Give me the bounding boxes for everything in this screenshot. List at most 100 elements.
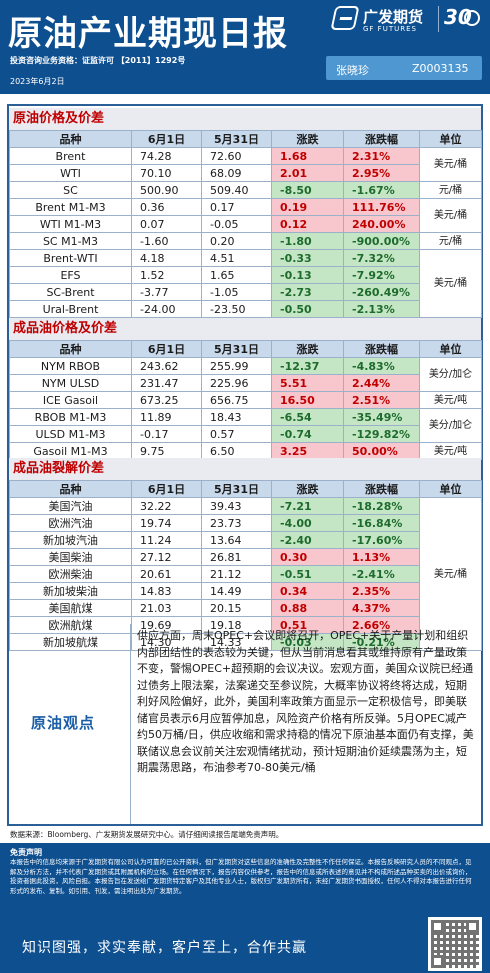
gf-logo-icon [330, 6, 360, 30]
row-name: 新加坡柴油 [9, 582, 132, 600]
change-value: 0.19 [271, 198, 344, 216]
column-header: 涨跌幅 [343, 480, 420, 498]
change-value: -0.51 [271, 565, 344, 583]
value-may31: 68.09 [201, 164, 272, 182]
crude-view-box: 原油观点 供应方面，周末OPEC+会议即将召开，OPEC+关于产量计划和组织内部… [9, 624, 481, 824]
table-row: 新加坡汽油 11.24 13.64 -2.40 -17.60% [9, 531, 482, 549]
change-percent: -0.21% [343, 633, 420, 651]
license-text: 投资咨询业务资格：证监许可 【2011】1292号 [10, 56, 186, 65]
unit-cell: 美元/桶 [419, 198, 482, 233]
row-name: EFS [9, 266, 132, 284]
qr-code-pattern [431, 920, 479, 968]
value-may31: 21.12 [201, 565, 272, 583]
column-header: 涨跌 [271, 340, 344, 358]
column-header: 6月1日 [131, 130, 202, 148]
table-row: 美国航煤 21.03 20.15 0.88 4.37% [9, 599, 482, 617]
value-may31: 72.60 [201, 147, 272, 165]
table-row: WTI 70.10 68.09 2.01 2.95% [9, 164, 482, 182]
change-value: -4.00 [271, 514, 344, 532]
qr-corner-marker [431, 955, 444, 968]
change-value: -7.21 [271, 497, 344, 515]
value-may31: -23.50 [201, 300, 272, 318]
table-row: 美国汽油 32.22 39.43 -7.21 -18.28% 美元/桶 [9, 497, 482, 651]
value-may31: 509.40 [201, 181, 272, 199]
change-value: -0.13 [271, 266, 344, 284]
value-jun1: -1.60 [131, 232, 202, 250]
column-header: 6月1日 [131, 340, 202, 358]
column-header: 品种 [9, 130, 132, 148]
unit-cell: 美元/桶 [419, 497, 482, 651]
table-row: 新加坡柴油 14.83 14.49 0.34 2.35% [9, 582, 482, 600]
value-may31: 14.33 [201, 633, 272, 651]
change-value: -6.54 [271, 408, 344, 426]
change-percent: 2.51% [343, 391, 420, 409]
value-jun1: 20.61 [131, 565, 202, 583]
table-row: Brent 74.28 72.60 1.68 2.31% 美元/桶 [9, 147, 482, 182]
table-row: WTI M1-M3 0.07 -0.05 0.12 240.00% [9, 215, 482, 233]
section-title-cracks: 成品油裂解价差 [9, 458, 481, 480]
table-row: 新加坡航煤 14.30 14.33 -0.03 -0.21% [9, 633, 482, 651]
change-value: -2.73 [271, 283, 344, 301]
table-row: NYM RBOB 243.62 255.99 -12.37 -4.83% 美分/… [9, 357, 482, 392]
table-row: SC M1-M3 -1.60 0.20 -1.80 -900.00% 元/桶 [9, 232, 482, 250]
unit-cell: 美元/桶 [419, 249, 482, 318]
row-name: NYM ULSD [9, 374, 132, 392]
section-title-crude: 原油价格及价差 [9, 108, 481, 130]
value-jun1: 14.30 [131, 633, 202, 651]
unit-cell: 美元/吨 [419, 442, 482, 460]
value-may31: 0.17 [201, 198, 272, 216]
cracks-table: 品种 6月1日 5月31日 涨跌 涨跌幅 单位 美国汽油 32.22 39.43… [9, 480, 482, 651]
change-value: -2.40 [271, 531, 344, 549]
anniversary-ring-icon [464, 10, 480, 26]
table-row: ICE Gasoil 673.25 656.75 16.50 2.51% 美元/… [9, 391, 482, 409]
value-jun1: 1.52 [131, 266, 202, 284]
gf-futures-logo: 广发期货 GF FUTURES [330, 6, 433, 34]
column-header: 6月1日 [131, 480, 202, 498]
table-row: NYM ULSD 231.47 225.96 5.51 2.44% [9, 374, 482, 392]
column-header: 涨跌幅 [343, 130, 420, 148]
value-jun1: 4.18 [131, 249, 202, 267]
company-slogan: 知识图强，求实奉献，客户至上，合作共赢 [22, 940, 307, 956]
change-percent: -7.92% [343, 266, 420, 284]
change-percent: 1.13% [343, 548, 420, 566]
change-percent: -17.60% [343, 531, 420, 549]
value-may31: 26.81 [201, 548, 272, 566]
change-value: -0.74 [271, 425, 344, 443]
value-may31: -0.05 [201, 215, 272, 233]
table-row: Brent M1-M3 0.36 0.17 0.19 111.76% 美元/桶 [9, 198, 482, 233]
change-value: 0.12 [271, 215, 344, 233]
crude-table: 品种 6月1日 5月31日 涨跌 涨跌幅 单位 Brent 74.28 72.6… [9, 130, 482, 318]
crude-view-text: 供应方面，周末OPEC+会议即将召开，OPEC+关于产量计划和组织内部团结性的表… [137, 629, 474, 774]
crude-view-label: 原油观点 [31, 714, 96, 732]
change-percent: -7.32% [343, 249, 420, 267]
column-header: 涨跌 [271, 480, 344, 498]
value-may31: 0.20 [201, 232, 272, 250]
table-row: 美国柴油 27.12 26.81 0.30 1.13% [9, 548, 482, 566]
change-percent: -4.83% [343, 357, 420, 375]
row-name: SC M1-M3 [9, 232, 132, 250]
change-percent: -16.84% [343, 514, 420, 532]
row-name: Brent-WTI [9, 249, 132, 267]
table-header-row: 品种 6月1日 5月31日 涨跌 涨跌幅 单位 [9, 480, 482, 498]
value-jun1: 0.07 [131, 215, 202, 233]
table-row: 欧洲柴油 20.61 21.12 -0.51 -2.41% [9, 565, 482, 583]
value-may31: 19.18 [201, 616, 272, 634]
row-name: SC-Brent [9, 283, 132, 301]
value-jun1: -24.00 [131, 300, 202, 318]
section-title-products: 成品油价格及价差 [9, 318, 481, 340]
unit-cell: 美分/加仑 [419, 357, 482, 392]
value-may31: 255.99 [201, 357, 272, 375]
column-header: 涨跌 [271, 130, 344, 148]
table-row: SC 500.90 509.40 -8.50 -1.67% 元/桶 [9, 181, 482, 199]
change-percent: -2.13% [343, 300, 420, 318]
column-header: 涨跌幅 [343, 340, 420, 358]
value-may31: 18.43 [201, 408, 272, 426]
table-header-row: 品种 6月1日 5月31日 涨跌 涨跌幅 单位 [9, 130, 482, 148]
row-name: WTI [9, 164, 132, 182]
row-name: 欧洲航煤 [9, 616, 132, 634]
column-header: 单位 [419, 340, 482, 358]
change-value: 3.25 [271, 442, 344, 460]
qr-corner-marker [431, 920, 444, 933]
unit-cell: 元/桶 [419, 232, 482, 250]
change-percent: -35.49% [343, 408, 420, 426]
